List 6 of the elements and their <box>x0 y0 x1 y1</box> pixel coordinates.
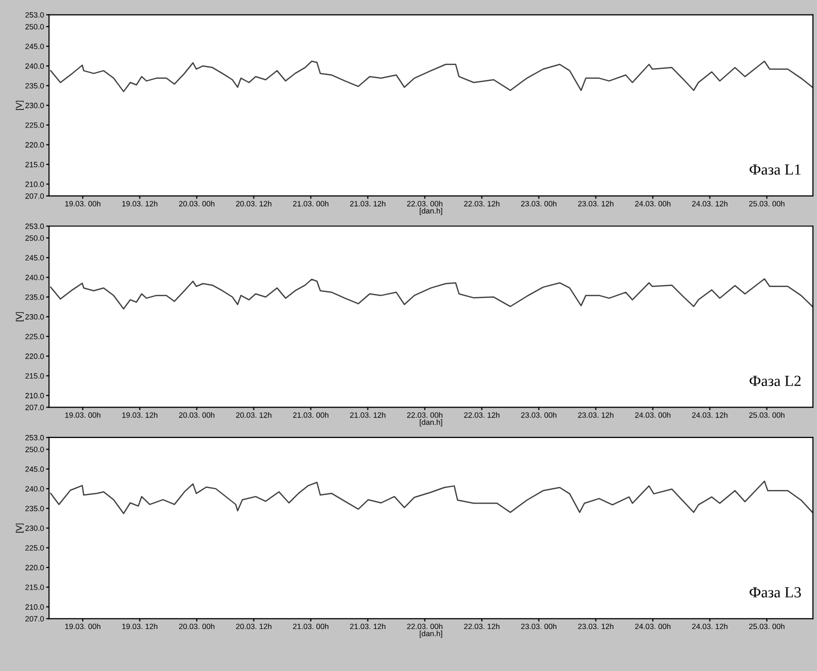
annotation: Фаза L3 <box>750 587 801 598</box>
y-axis-title: [V] <box>16 100 24 110</box>
annotation: Фаза L1 <box>750 164 801 175</box>
y-axis-title: [V] <box>16 312 24 322</box>
annotation: Фаза L2 <box>750 376 801 386</box>
y-axis-title: [V] <box>16 524 24 533</box>
